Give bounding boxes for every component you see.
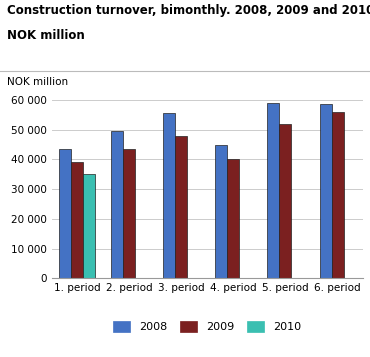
Bar [59, 149, 71, 278]
Bar [111, 131, 123, 278]
Bar [83, 174, 95, 278]
Bar [268, 103, 279, 278]
Text: NOK million: NOK million [7, 29, 85, 41]
Bar [123, 149, 135, 278]
Text: NOK million: NOK million [7, 77, 68, 87]
Bar [227, 160, 239, 278]
Text: Construction turnover, bimonthly. 2008, 2009 and 2010.: Construction turnover, bimonthly. 2008, … [7, 4, 370, 16]
Bar [279, 124, 292, 278]
Bar [71, 162, 83, 278]
Bar [215, 145, 227, 278]
Bar [163, 114, 175, 278]
Bar [175, 136, 187, 278]
Legend: 2008, 2009, 2010: 2008, 2009, 2010 [109, 316, 306, 337]
Bar [320, 104, 332, 278]
Bar [332, 112, 344, 278]
